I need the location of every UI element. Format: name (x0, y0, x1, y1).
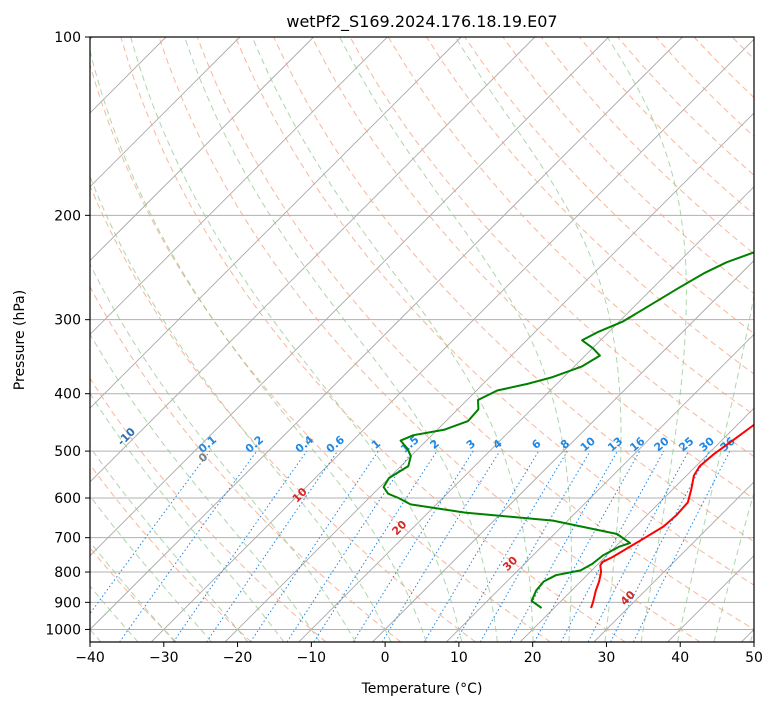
plot-area: -100-90-80-70-60-50-40-30-20-10010203040… (90, 37, 754, 642)
dry-adiabat-line (90, 63, 551, 642)
sounding-profiles (382, 251, 754, 609)
plot-frame (89, 36, 755, 643)
dry-adiabat-line (158, 37, 701, 642)
isotherm-line (90, 37, 241, 188)
x-axis-ticks: −40 −30 −20 −10 0 10 20 30 40 50 (75, 642, 763, 666)
moist-adiabats (90, 37, 754, 642)
dewpoint-profile-line (382, 251, 754, 609)
mixing-ratio-line (119, 450, 258, 642)
x-tick-label: 40 (671, 650, 689, 666)
x-tick-label: −10 (297, 650, 327, 666)
x-tick-label: 0 (381, 650, 390, 666)
y-tick-label: 200 (54, 208, 81, 224)
isotherm-line (372, 259, 754, 642)
moist-adiabat-line (606, 37, 687, 642)
moist-adiabat-line (677, 293, 754, 642)
x-tick-label: −30 (149, 650, 179, 666)
moist-adiabat-line (90, 541, 176, 642)
moist-adiabat-line (713, 490, 754, 642)
mixing-ratio-line (286, 450, 413, 642)
dry-adiabat-line (234, 37, 754, 586)
dry-adiabats (90, 37, 754, 642)
dry-adiabat-line (273, 37, 754, 543)
y-tick-label: 100 (54, 30, 81, 46)
mixing-ratio-line (509, 450, 618, 642)
x-tick-label: 50 (745, 650, 763, 666)
isotherm-line (150, 38, 754, 642)
moist-adiabat-line (339, 37, 572, 642)
isotherm-line (90, 37, 683, 631)
mixing-ratio-line (381, 450, 501, 642)
moist-adiabat-line (184, 37, 498, 642)
dry-adiabat-line (502, 37, 754, 295)
moist-adiabat-line (90, 175, 392, 642)
isotherm-line (90, 37, 536, 483)
mixing-ratio-line (90, 450, 211, 615)
y-axis-ticks: 100 200 300 400 500 600 700 800 900 1000 (45, 30, 90, 638)
y-tick-label: 700 (54, 531, 81, 547)
y-tick-label: 300 (54, 313, 81, 329)
mixing-ratio-line (172, 450, 308, 642)
moist-adiabat-line (90, 495, 212, 642)
y-tick-label: 500 (54, 444, 81, 460)
dry-adiabat-line (90, 463, 252, 642)
dry-adiabat-line (464, 37, 754, 335)
isotherm-line (224, 112, 754, 642)
chart-title: wetPf2_S169.2024.176.18.19.E07 (286, 12, 557, 32)
isotherm-line (90, 37, 462, 409)
isotherm-line (446, 333, 754, 642)
moist-adiabat-line (251, 37, 534, 642)
x-tick-label: −40 (75, 650, 105, 666)
isotherm-line (90, 37, 388, 335)
y-tick-label: 800 (54, 565, 81, 581)
isotherm-line (90, 37, 314, 262)
moist-adiabat-line (90, 585, 139, 642)
y-tick-label: 1000 (45, 622, 81, 638)
dry-adiabat-line (90, 377, 327, 642)
temperature-profile-line (590, 423, 754, 609)
x-tick-label: 10 (450, 650, 468, 666)
moist-adiabat-line (90, 392, 285, 642)
dry-adiabat-line (426, 37, 754, 375)
mixing-ratio-line (533, 450, 641, 642)
moist-adiabat-line (454, 37, 622, 642)
isotherm-line (593, 481, 754, 642)
dry-adiabat-line (311, 37, 754, 500)
isotherm-grid (90, 37, 754, 642)
y-tick-label: 600 (54, 491, 81, 507)
y-tick-label: 400 (54, 387, 81, 403)
dry-adiabat-line (196, 37, 754, 630)
x-tick-label: 30 (598, 650, 616, 666)
mixing-ratio-line (632, 450, 731, 642)
moist-adiabat-line (90, 262, 356, 642)
moist-adiabat-line (90, 446, 249, 642)
x-tick-label: 20 (524, 650, 542, 666)
y-axis-label: Pressure (hPa) (12, 290, 28, 390)
x-axis-label: Temperature (°C) (361, 681, 483, 697)
isotherm-line (90, 37, 609, 557)
mixing-ratio-line (250, 450, 379, 642)
dry-adiabat-line (120, 37, 626, 642)
moist-adiabat-line (90, 48, 427, 642)
mixing-ratio-line (206, 450, 339, 642)
isotherm-line (519, 407, 754, 642)
x-tick-label: −20 (223, 650, 253, 666)
moist-adiabat-line (90, 333, 321, 642)
y-tick-label: 900 (54, 595, 81, 611)
mixing-ratio-line (313, 450, 438, 642)
